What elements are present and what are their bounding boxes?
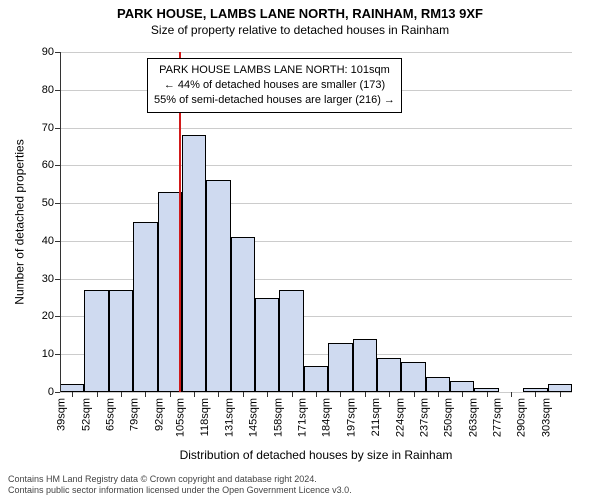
- grid-line: [60, 165, 572, 166]
- histogram-bar: [255, 298, 279, 392]
- x-tick-label: 277sqm: [491, 398, 503, 437]
- grid-line: [60, 52, 572, 53]
- x-tick-mark: [97, 392, 98, 397]
- grid-line: [60, 128, 572, 129]
- x-tick-label: 65sqm: [104, 398, 116, 431]
- x-tick-label: 224sqm: [394, 398, 406, 437]
- x-tick-label: 303sqm: [540, 398, 552, 437]
- x-tick-mark: [560, 392, 561, 397]
- x-tick-mark: [511, 392, 512, 397]
- x-tick-mark: [170, 392, 171, 397]
- histogram-bar: [60, 384, 84, 392]
- x-tick-mark: [535, 392, 536, 397]
- x-tick-mark: [389, 392, 390, 397]
- x-tick-label: 237sqm: [418, 398, 430, 437]
- x-tick-mark: [267, 392, 268, 397]
- x-tick-label: 145sqm: [248, 398, 260, 437]
- x-tick-label: 131sqm: [223, 398, 235, 437]
- y-tick-label: 70: [42, 122, 54, 134]
- histogram-bar: [377, 358, 401, 392]
- y-axis-label: Number of detached properties: [12, 52, 28, 392]
- histogram-bar: [328, 343, 352, 392]
- y-tick-label: 50: [42, 197, 54, 209]
- annotation-line: 55% of semi-detached houses are larger (…: [154, 93, 395, 108]
- chart-title-sub: Size of property relative to detached ho…: [0, 21, 600, 37]
- x-tick-mark: [121, 392, 122, 397]
- y-tick-label: 30: [42, 273, 54, 285]
- x-tick-label: 105sqm: [175, 398, 187, 437]
- x-tick-mark: [194, 392, 195, 397]
- y-axis-line: [60, 52, 61, 392]
- histogram-bar: [182, 135, 206, 392]
- x-tick-label: 92sqm: [153, 398, 165, 431]
- x-tick-label: 184sqm: [321, 398, 333, 437]
- x-tick-label: 263sqm: [467, 398, 479, 437]
- x-tick-label: 39sqm: [56, 398, 68, 431]
- grid-line: [60, 203, 572, 204]
- x-tick-label: 211sqm: [370, 398, 382, 436]
- annotation-line: PARK HOUSE LAMBS LANE NORTH: 101sqm: [154, 63, 395, 78]
- chart-plot-area: 010203040506070809039sqm52sqm65sqm79sqm9…: [60, 52, 572, 393]
- histogram-bar: [426, 377, 450, 392]
- annotation-line: ← 44% of detached houses are smaller (17…: [154, 78, 395, 93]
- y-tick-label: 80: [42, 84, 54, 96]
- x-tick-mark: [438, 392, 439, 397]
- x-tick-mark: [462, 392, 463, 397]
- x-tick-mark: [365, 392, 366, 397]
- histogram-bar: [133, 222, 157, 392]
- x-tick-mark: [414, 392, 415, 397]
- y-tick-label: 60: [42, 159, 54, 171]
- x-tick-mark: [292, 392, 293, 397]
- y-tick-label: 90: [42, 46, 54, 58]
- x-tick-label: 171sqm: [296, 398, 308, 437]
- x-tick-label: 197sqm: [345, 398, 357, 437]
- x-tick-mark: [243, 392, 244, 397]
- x-axis-label: Distribution of detached houses by size …: [60, 448, 572, 462]
- y-tick-label: 20: [42, 310, 54, 322]
- footer-line-1: Contains HM Land Registry data © Crown c…: [8, 474, 592, 485]
- x-tick-label: 250sqm: [443, 398, 455, 437]
- x-tick-label: 52sqm: [80, 398, 92, 431]
- x-tick-label: 118sqm: [199, 398, 211, 436]
- footer-line-2: Contains public sector information licen…: [8, 485, 592, 496]
- histogram-bar: [231, 237, 255, 392]
- histogram-bar: [109, 290, 133, 392]
- y-tick-label: 10: [42, 348, 54, 360]
- histogram-bar: [304, 366, 328, 392]
- annotation-box: PARK HOUSE LAMBS LANE NORTH: 101sqm← 44%…: [147, 58, 402, 113]
- x-tick-mark: [487, 392, 488, 397]
- chart-title-main: PARK HOUSE, LAMBS LANE NORTH, RAINHAM, R…: [0, 0, 600, 21]
- histogram-bar: [450, 381, 474, 392]
- histogram-bar: [206, 180, 230, 392]
- x-tick-mark: [145, 392, 146, 397]
- histogram-bar: [548, 384, 572, 392]
- y-tick-mark: [55, 392, 60, 393]
- histogram-bar: [401, 362, 425, 392]
- histogram-bar: [279, 290, 303, 392]
- x-tick-label: 290sqm: [516, 398, 528, 437]
- x-tick-mark: [340, 392, 341, 397]
- x-tick-mark: [218, 392, 219, 397]
- x-tick-label: 79sqm: [129, 398, 141, 431]
- y-tick-label: 0: [48, 386, 54, 398]
- x-tick-mark: [72, 392, 73, 397]
- y-tick-label: 40: [42, 235, 54, 247]
- x-tick-mark: [316, 392, 317, 397]
- histogram-bar: [353, 339, 377, 392]
- x-tick-label: 158sqm: [272, 398, 284, 437]
- histogram-bar: [84, 290, 108, 392]
- footer-attribution: Contains HM Land Registry data © Crown c…: [0, 472, 600, 500]
